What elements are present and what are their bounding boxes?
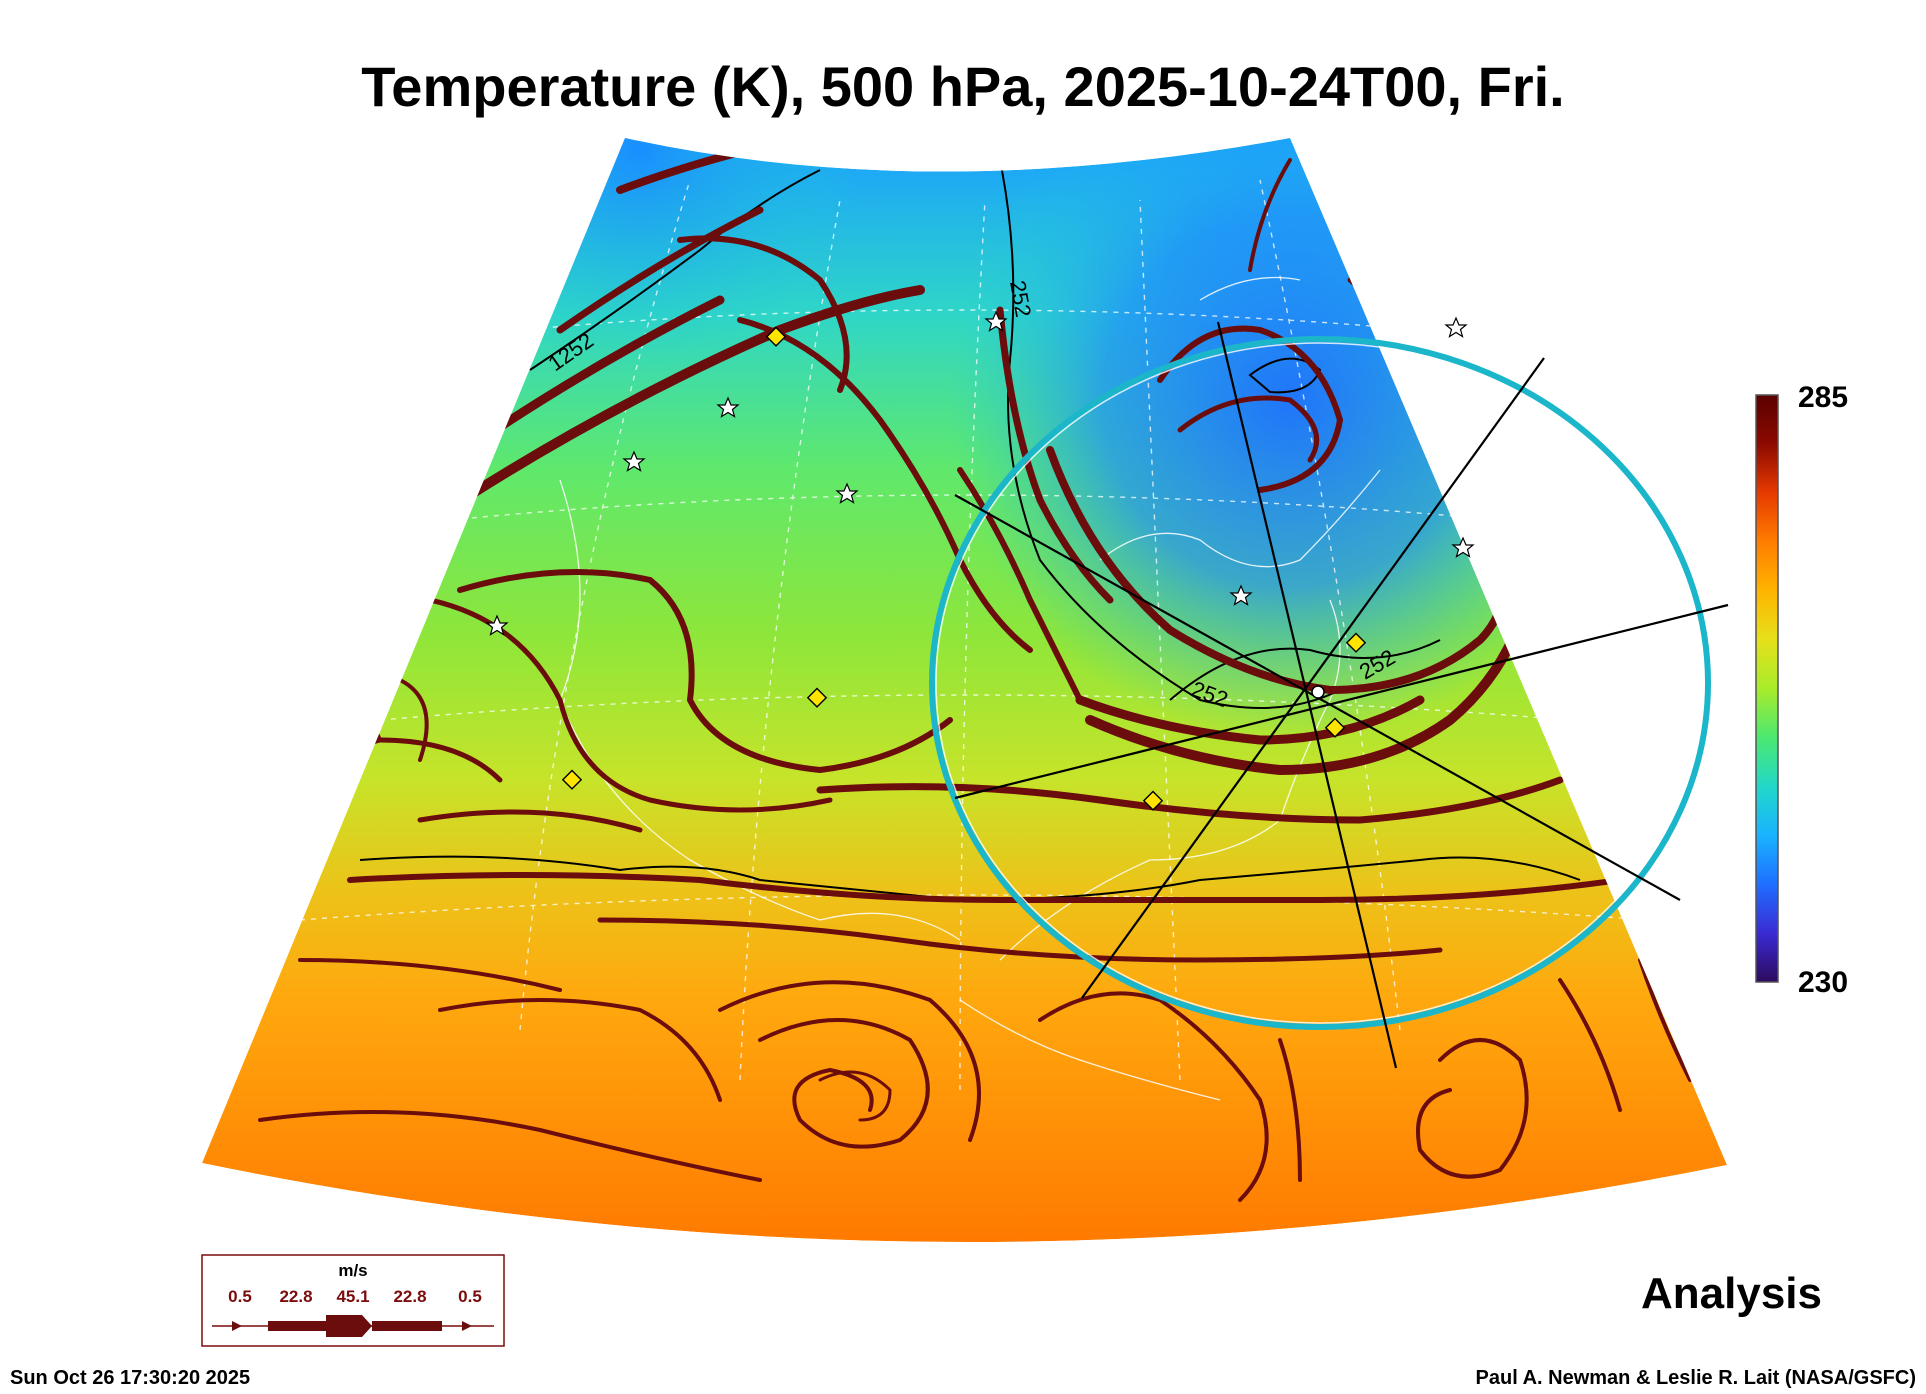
star-marker-icon [984,310,1008,332]
streamline-icon [1248,158,1292,272]
colorbar: 285 230 [1755,381,1848,999]
streamline-icon [1038,991,1269,1202]
diamond-markers [561,326,1367,811]
streamline-icon [457,569,953,774]
streamline-icon [1278,1038,1302,1182]
polar-vortex-ring-icon [929,336,1711,1030]
diamond-marker-icon [561,769,583,790]
coastlines [559,276,1381,1101]
map-title: Temperature (K), 500 hPa, 2025-10-24T00,… [361,55,1564,118]
timestamp: Sun Oct 26 17:30:20 2025 [10,1367,250,1389]
streamline-icon [818,1070,892,1122]
map-area: 252 1252 252 252 [202,138,1727,1243]
diamond-marker-icon [1345,632,1367,653]
streamline-icon [556,206,764,334]
credit: Paul A. Newman & Leslie R. Lait (NASA/GS… [1476,1367,1916,1389]
analysis-label: Analysis [1641,1269,1822,1318]
streamline-icon [1157,325,1344,493]
legend-value-0: 0.5 [228,1287,252,1306]
star-marker-icon [1444,316,1468,338]
star-marker-icon [1229,584,1253,606]
colorbar-min-label: 230 [1798,966,1848,999]
streamline-icon [996,306,1114,604]
diamond-marker-icon [765,326,787,347]
streamline-icon [1075,695,1425,745]
wind-legend: m/s 0.5 22.8 45.1 22.8 0.5 [201,1254,505,1347]
legend-value-4: 0.5 [458,1287,482,1306]
streamline-icon [347,872,1623,904]
streamline-icon [597,917,1443,963]
diamond-marker-icon [806,687,828,708]
colorbar-max-label: 285 [1798,381,1848,414]
streamlines [237,138,1692,1202]
streamline-icon [417,809,643,833]
streamline-icon [1558,978,1622,1112]
streamline-icon [758,1018,930,1149]
streamline-icon [1085,585,1535,776]
streamline-icon [957,467,1083,703]
legend-unit: m/s [338,1261,367,1280]
streamline-icon [1177,395,1320,463]
legend-value-3: 22.8 [393,1287,426,1306]
diamond-marker-icon [1142,790,1164,811]
streamline-icon [475,295,725,445]
streamline-icon [438,998,722,1102]
streamline-icon [718,980,981,1142]
star-markers [485,310,1475,636]
diamond-marker-icon [1324,717,1346,738]
streamline-icon [298,958,562,992]
graticule [299,179,1651,1091]
streamline-icon [465,285,925,500]
streamline-icon [677,235,850,393]
star-marker-icon [485,614,509,636]
star-marker-icon [622,450,646,472]
star-marker-icon [716,396,740,418]
legend-value-1: 22.8 [279,1287,312,1306]
star-marker-icon [835,482,859,504]
vortex-center-icon [1311,685,1325,699]
streamline-icon [1416,1038,1529,1179]
legend-value-2: 45.1 [336,1287,369,1306]
streamline-icon [737,317,1033,653]
vortex-overlay [929,321,1729,1069]
streamline-icon [427,597,833,813]
star-marker-icon [1451,536,1475,558]
streamline-icon [1638,958,1692,1082]
streamline-icon [258,1110,762,1182]
